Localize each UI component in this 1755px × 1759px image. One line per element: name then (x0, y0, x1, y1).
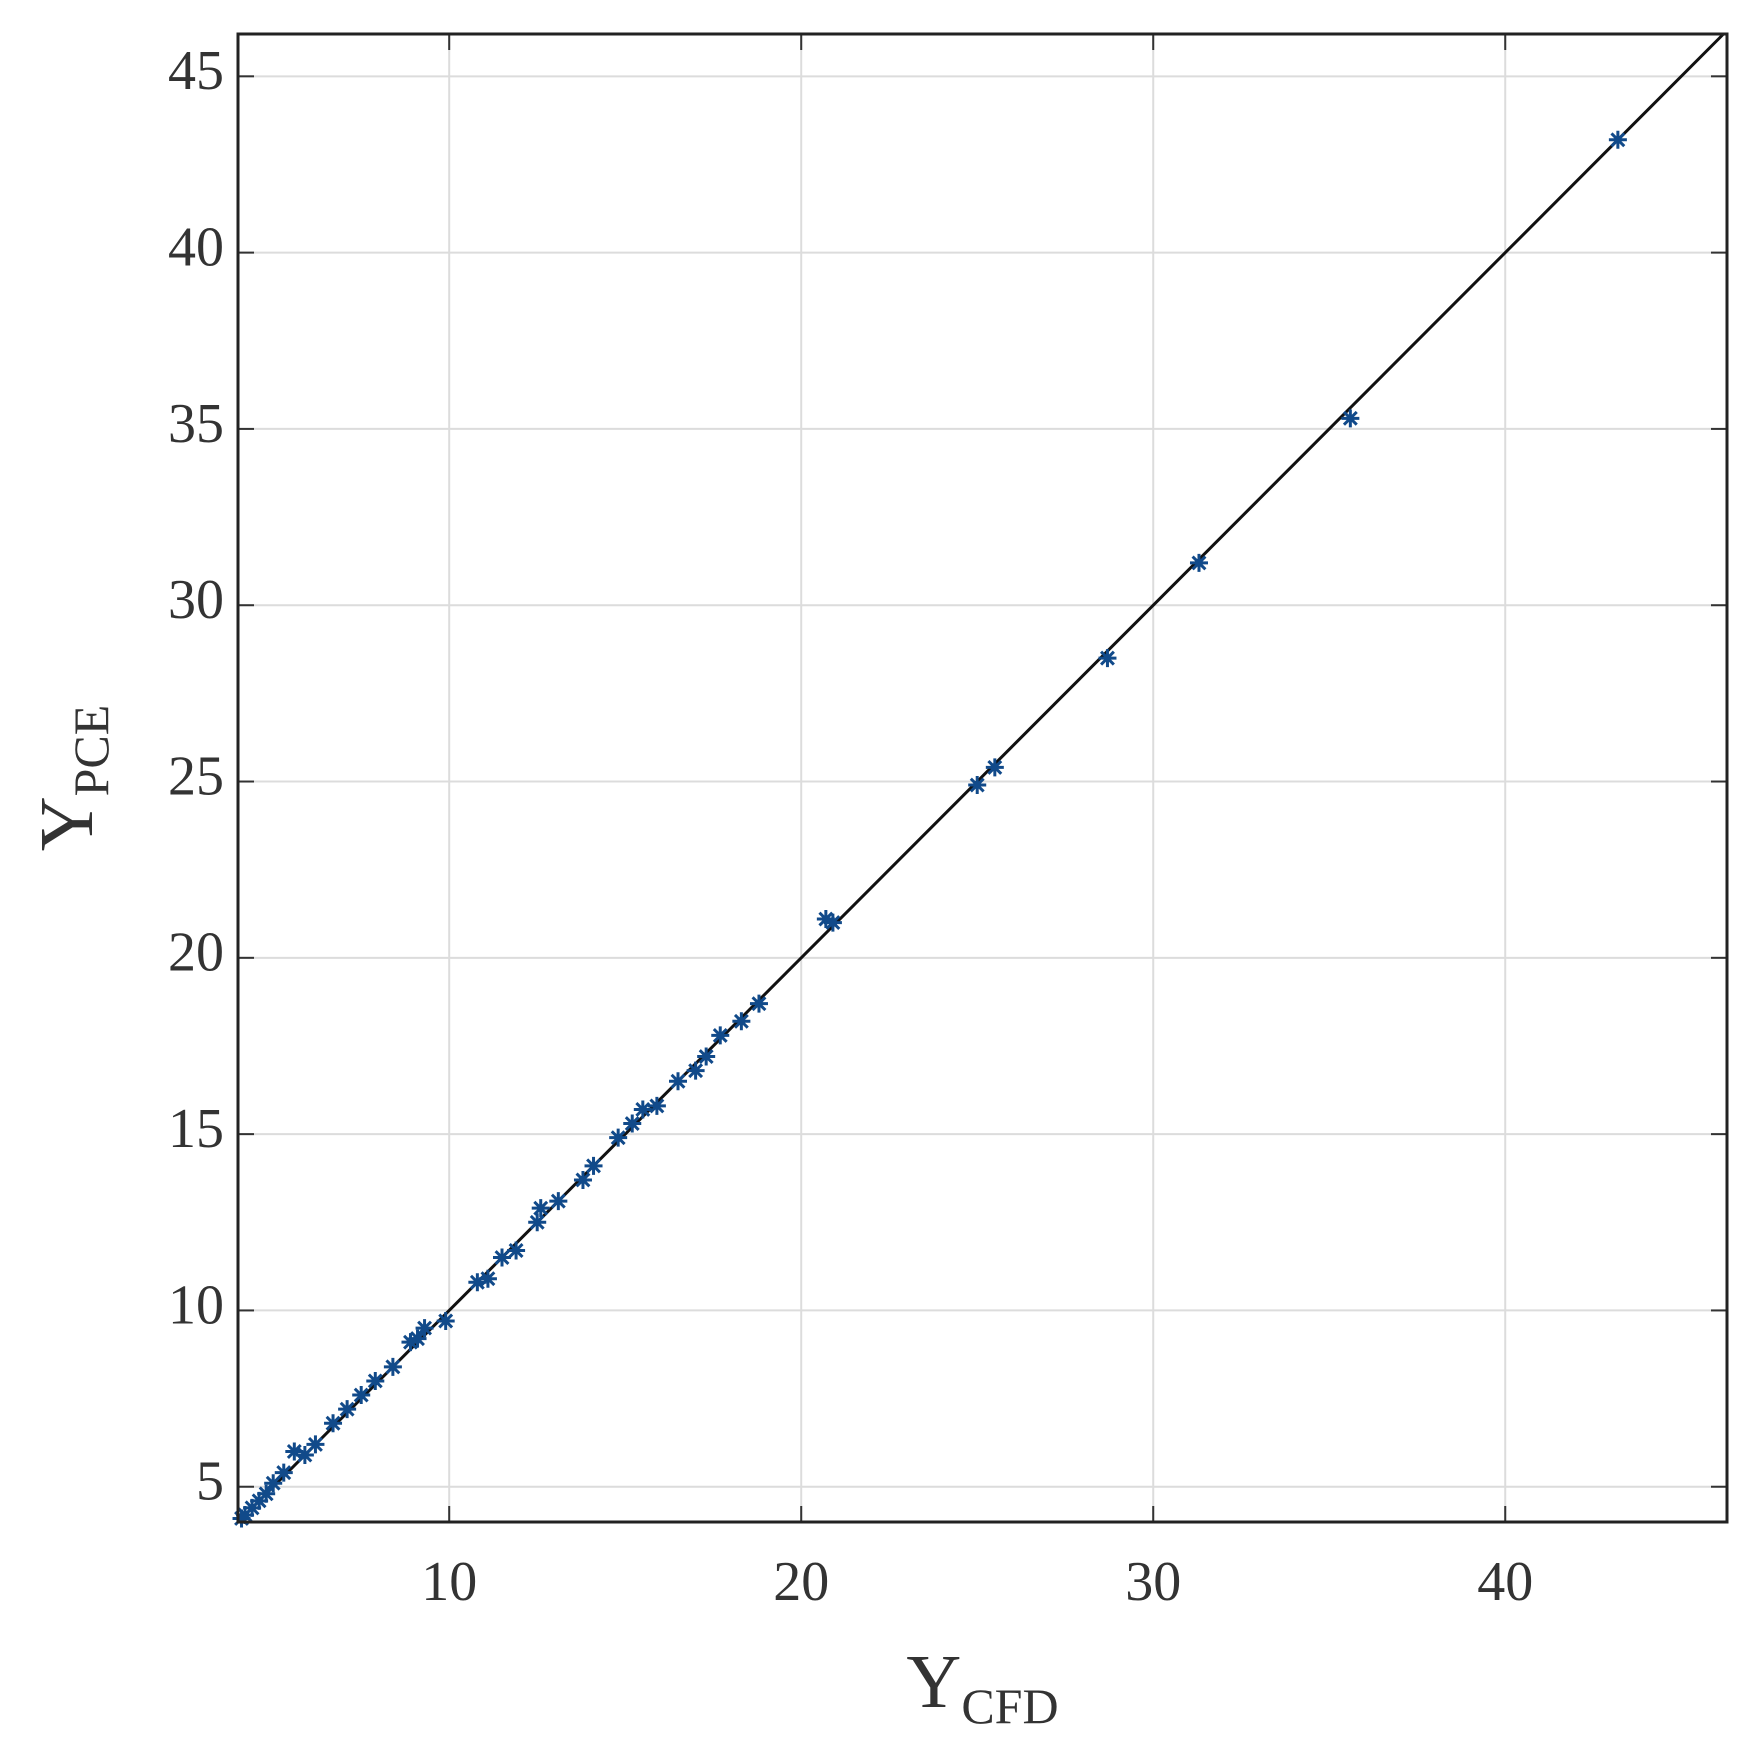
data-point (669, 1072, 688, 1091)
data-point (985, 758, 1004, 777)
data-point (528, 1213, 547, 1232)
y-tick-label: 45 (168, 40, 224, 102)
data-point (697, 1047, 716, 1066)
data-point (415, 1319, 434, 1338)
y-label-sub: PCE (63, 705, 119, 797)
data-point (531, 1199, 550, 1218)
plot-frame (236, 32, 1729, 1524)
data-point (968, 776, 987, 795)
data-point (749, 994, 768, 1013)
data-point (493, 1248, 512, 1267)
data-point (573, 1170, 592, 1189)
data-point (816, 910, 835, 929)
data-point (257, 1484, 276, 1503)
data-point (232, 1509, 251, 1528)
data-point (1189, 553, 1208, 572)
data-point (647, 1096, 666, 1115)
data-point (609, 1128, 628, 1147)
data-point (274, 1463, 293, 1482)
data-point (711, 1026, 730, 1045)
y-axis-label: YPCE (25, 705, 119, 852)
data-point (1098, 649, 1117, 668)
data-point (478, 1269, 497, 1288)
data-point (1608, 130, 1627, 149)
data-point (468, 1273, 487, 1292)
data-point (401, 1333, 420, 1352)
data-point (366, 1371, 385, 1390)
data-point (338, 1400, 357, 1419)
data-point (623, 1114, 642, 1133)
data-point (686, 1061, 705, 1080)
data-point (306, 1435, 325, 1454)
reference-line (236, 32, 1725, 1524)
data-point (823, 913, 842, 932)
x-label-main: Y (906, 1640, 961, 1724)
data-point (295, 1446, 314, 1464)
y-tick-label: 25 (168, 745, 224, 807)
y-tick-label: 35 (168, 393, 224, 455)
y-tick-label: 30 (168, 569, 224, 631)
x-tick-label: 30 (1125, 1551, 1181, 1613)
data-point (383, 1357, 402, 1376)
data-point (732, 1012, 751, 1031)
data-point (549, 1192, 568, 1211)
y-tick-label: 10 (168, 1274, 224, 1336)
y-label-main: Y (25, 796, 109, 851)
data-point (250, 1491, 269, 1510)
data-point (436, 1312, 455, 1331)
x-label-sub: CFD (961, 1678, 1058, 1734)
data-point (285, 1442, 304, 1461)
data-point (1341, 409, 1360, 428)
data-point (264, 1474, 283, 1493)
data-point (507, 1241, 526, 1260)
data-point (584, 1156, 603, 1175)
x-tick-label: 20 (773, 1551, 829, 1613)
data-point (352, 1386, 371, 1405)
y-tick-label: 20 (168, 922, 224, 984)
x-tick-label: 40 (1477, 1551, 1533, 1613)
x-axis-label: YCFD (906, 1640, 1058, 1734)
data-point (243, 1498, 262, 1517)
x-tick-label: 10 (421, 1551, 477, 1613)
data-point (633, 1100, 652, 1119)
y-tick-label: 15 (168, 1098, 224, 1160)
data-point (324, 1414, 343, 1433)
data-point (408, 1329, 427, 1348)
y-tick-label: 40 (168, 216, 224, 278)
y-tick-label: 5 (196, 1451, 224, 1513)
